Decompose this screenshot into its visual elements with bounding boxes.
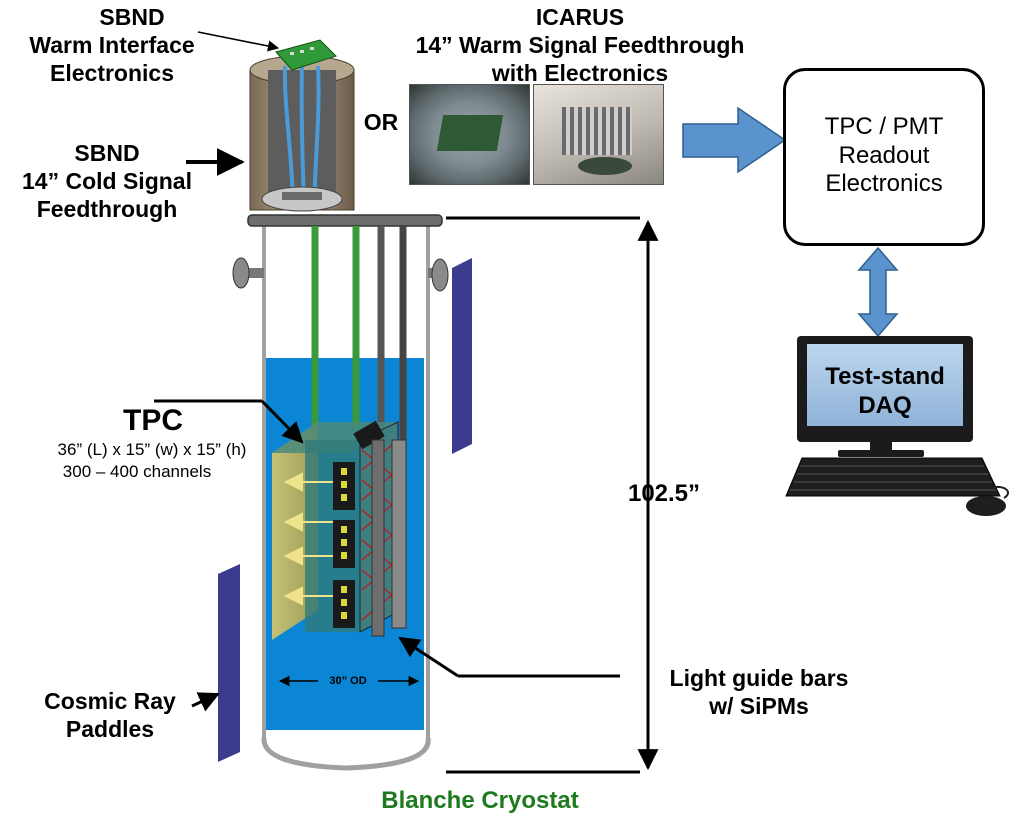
- icarus-label-3: with Electronics: [491, 60, 669, 86]
- cosmic-label-2: Paddles: [65, 716, 155, 742]
- light-guide-label-1: Light guide bars: [669, 665, 849, 691]
- cosmic-pointer-arrow: [191, 692, 220, 712]
- light-guide-pointer-arrow: [398, 636, 459, 678]
- readout-label-2: Readout: [838, 142, 930, 169]
- light-guide-label-2: w/ SiPMs: [709, 693, 809, 719]
- cryostat-flange: [247, 214, 443, 227]
- monitor-icon: [797, 336, 973, 442]
- cosmic-paddle-top: [452, 258, 472, 454]
- readout-blue-arrow: [682, 106, 787, 174]
- icarus-photo-2-icon: [533, 84, 664, 185]
- tpc-channels: 300 – 400 channels: [62, 462, 212, 481]
- tpc-top-board: [353, 420, 385, 450]
- readout-electronics-box: [783, 68, 985, 246]
- daq-double-arrow: [857, 246, 899, 338]
- sbnd-cold-label-2: 14” Cold Signal: [22, 168, 192, 194]
- knob-left: [232, 257, 250, 289]
- knob-right: [431, 258, 449, 292]
- sbnd-cold-label-1: SBND: [74, 140, 140, 166]
- readout-label-1: TPC / PMT: [824, 113, 944, 140]
- tpc-dimensions: 36” (L) x 15” (w) x 15” (h): [57, 440, 247, 459]
- cryostat-label: Blanche Cryostat: [381, 787, 579, 814]
- sbnd-warm-label-2: Warm Interface: [29, 32, 195, 58]
- readout-label-3: Electronics: [825, 170, 943, 197]
- sbnd-warm-label-1: SBND: [99, 4, 165, 30]
- keyboard-icon: [785, 457, 1001, 497]
- feedthrough-render-icon: [249, 39, 355, 212]
- cosmic-label-1: Cosmic Ray: [44, 688, 176, 714]
- drift-field-arrows: [283, 472, 333, 606]
- tpc-board-chips: [341, 468, 347, 619]
- warm-interface-pointer: [197, 31, 280, 52]
- cryostat-bottom: [261, 737, 431, 771]
- od-label: 30” OD: [318, 675, 378, 688]
- icarus-label-2: 14” Warm Signal Feedthrough: [415, 32, 745, 58]
- light-guide-bar-2: [391, 439, 407, 629]
- daq-label-1: Test-stand: [825, 363, 945, 390]
- or-label: OR: [363, 109, 399, 135]
- knob-left-stem: [244, 268, 264, 278]
- icarus-photo-icon: [409, 84, 530, 185]
- sbnd-warm-label-3: Electronics: [50, 60, 174, 86]
- mouse-icon: [966, 486, 1009, 516]
- daq-label-2: DAQ: [858, 392, 912, 419]
- sbnd-cold-label-3: Feedthrough: [36, 196, 178, 222]
- tpc-pointer-arrow: [260, 399, 304, 444]
- tpc-title: TPC: [123, 404, 183, 437]
- monitor-screen: [807, 344, 963, 426]
- light-guide-bar-1: [371, 439, 385, 637]
- monitor-stand: [838, 440, 924, 457]
- cosmic-paddle-bottom: [218, 564, 240, 762]
- icarus-label-1: ICARUS: [535, 4, 625, 30]
- height-label: 102.5”: [627, 480, 701, 507]
